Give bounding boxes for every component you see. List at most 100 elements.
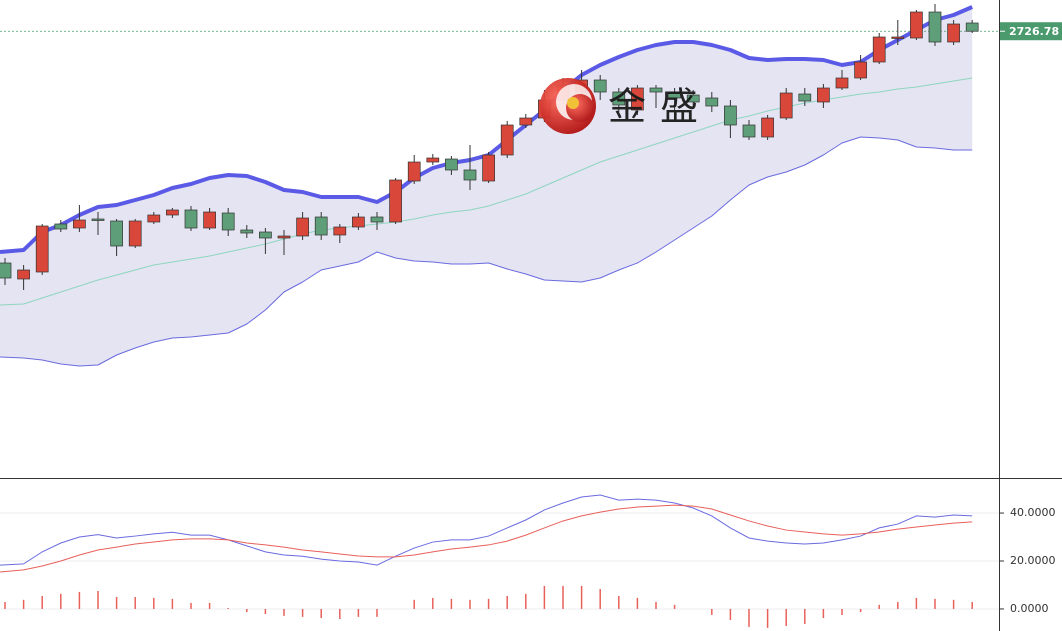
- histogram-bar: [673, 604, 676, 609]
- histogram-bar: [915, 597, 918, 609]
- candle-body: [314, 216, 328, 236]
- histogram-bar: [190, 602, 192, 609]
- histogram-bar: [376, 608, 378, 617]
- candle-body: [221, 212, 235, 231]
- histogram-bar: [264, 608, 267, 614]
- candle-body: [147, 214, 161, 223]
- candle-body: [110, 220, 123, 247]
- histogram-bar: [78, 591, 81, 609]
- histogram-bar: [432, 597, 434, 609]
- histogram-bar: [115, 596, 118, 609]
- last-price-box: [1000, 22, 1062, 41]
- candle-body: [54, 223, 68, 230]
- candle-body: [817, 87, 830, 103]
- candle-body: [0, 262, 12, 279]
- candle-body: [296, 217, 309, 237]
- candle-body: [798, 93, 812, 102]
- candle-body: [686, 94, 700, 103]
- histogram-bar: [153, 597, 155, 609]
- histogram-bar: [469, 599, 471, 609]
- histogram-bar: [804, 608, 806, 625]
- histogram-bar: [208, 602, 211, 609]
- histogram-bar: [246, 608, 248, 613]
- candle-body: [35, 225, 49, 273]
- histogram-bar: [878, 604, 880, 609]
- candle-body: [166, 209, 179, 216]
- histogram-bar: [655, 601, 657, 609]
- candle-body: [928, 11, 942, 43]
- histogram-bar: [859, 608, 862, 613]
- candle-body: [500, 124, 514, 156]
- histogram-bar: [934, 598, 936, 609]
- histogram-bar: [748, 608, 750, 627]
- candle-body: [779, 92, 793, 119]
- histogram-bar: [785, 608, 787, 626]
- y-tick-label: 40.0000: [1010, 506, 1056, 519]
- logo: 金盛: [540, 78, 712, 134]
- candle-body: [835, 77, 849, 89]
- candle-body: [761, 117, 774, 138]
- histogram-bar: [320, 608, 322, 619]
- histogram-bar: [897, 601, 899, 609]
- candle-body: [184, 209, 198, 229]
- histogram-bar: [971, 601, 973, 609]
- candle-body: [854, 61, 867, 79]
- y-tick-label: 20.0000: [1010, 554, 1056, 567]
- candle-body: [910, 11, 923, 39]
- histogram-bar: [562, 585, 564, 609]
- candle-body: [259, 231, 272, 239]
- histogram-bar: [618, 595, 620, 609]
- histogram-bar: [41, 595, 43, 609]
- indicator-line: [0, 494, 973, 566]
- candle-body: [370, 216, 384, 223]
- histogram-bar: [301, 608, 304, 617]
- indicator-line: [0, 504, 973, 573]
- histogram-bar: [227, 607, 229, 609]
- histogram-bar: [729, 608, 732, 620]
- histogram-bar: [487, 598, 490, 609]
- candle-body: [445, 158, 458, 171]
- candle-body: [668, 91, 681, 99]
- histogram-bar: [599, 589, 601, 609]
- candle-body: [333, 226, 347, 236]
- candle-body: [593, 79, 607, 93]
- candle-body: [947, 23, 960, 43]
- candle-body: [482, 154, 495, 182]
- histogram-bar: [841, 608, 843, 615]
- candle-body: [463, 169, 477, 181]
- histogram-bar: [171, 598, 174, 609]
- candle-body: [91, 218, 105, 221]
- candle-body: [17, 269, 30, 280]
- histogram-bar: [636, 597, 639, 609]
- histogram-bar: [952, 599, 955, 609]
- last-price-label: 2726.78: [1009, 25, 1059, 38]
- candle-body: [742, 124, 756, 138]
- histogram-bar: [525, 593, 527, 609]
- histogram-bar: [413, 599, 415, 609]
- histogram-bar: [97, 590, 99, 609]
- watermark: 金盛: [608, 85, 712, 129]
- histogram-bar: [60, 593, 62, 609]
- y-tick-label: 0.0000: [1010, 602, 1049, 615]
- band-fill: [0, 7, 973, 366]
- candle-body: [612, 91, 626, 106]
- histogram-bar: [543, 585, 546, 609]
- histogram-bar: [506, 595, 508, 609]
- candle-body: [724, 105, 737, 126]
- candle-body: [73, 219, 86, 229]
- candle-body: [631, 87, 644, 111]
- candle-body: [407, 161, 421, 182]
- candle-body: [277, 235, 291, 239]
- candle-body: [389, 179, 402, 223]
- histogram-bar: [339, 608, 341, 620]
- candle-body: [519, 117, 533, 126]
- band-line: [0, 136, 973, 367]
- candle-body: [352, 216, 365, 228]
- histogram-bar: [22, 599, 25, 609]
- candle-body: [872, 36, 886, 63]
- candle-body: [203, 211, 216, 229]
- histogram-bar: [283, 608, 285, 616]
- histogram-bar: [580, 585, 583, 609]
- histogram-bar: [4, 601, 6, 609]
